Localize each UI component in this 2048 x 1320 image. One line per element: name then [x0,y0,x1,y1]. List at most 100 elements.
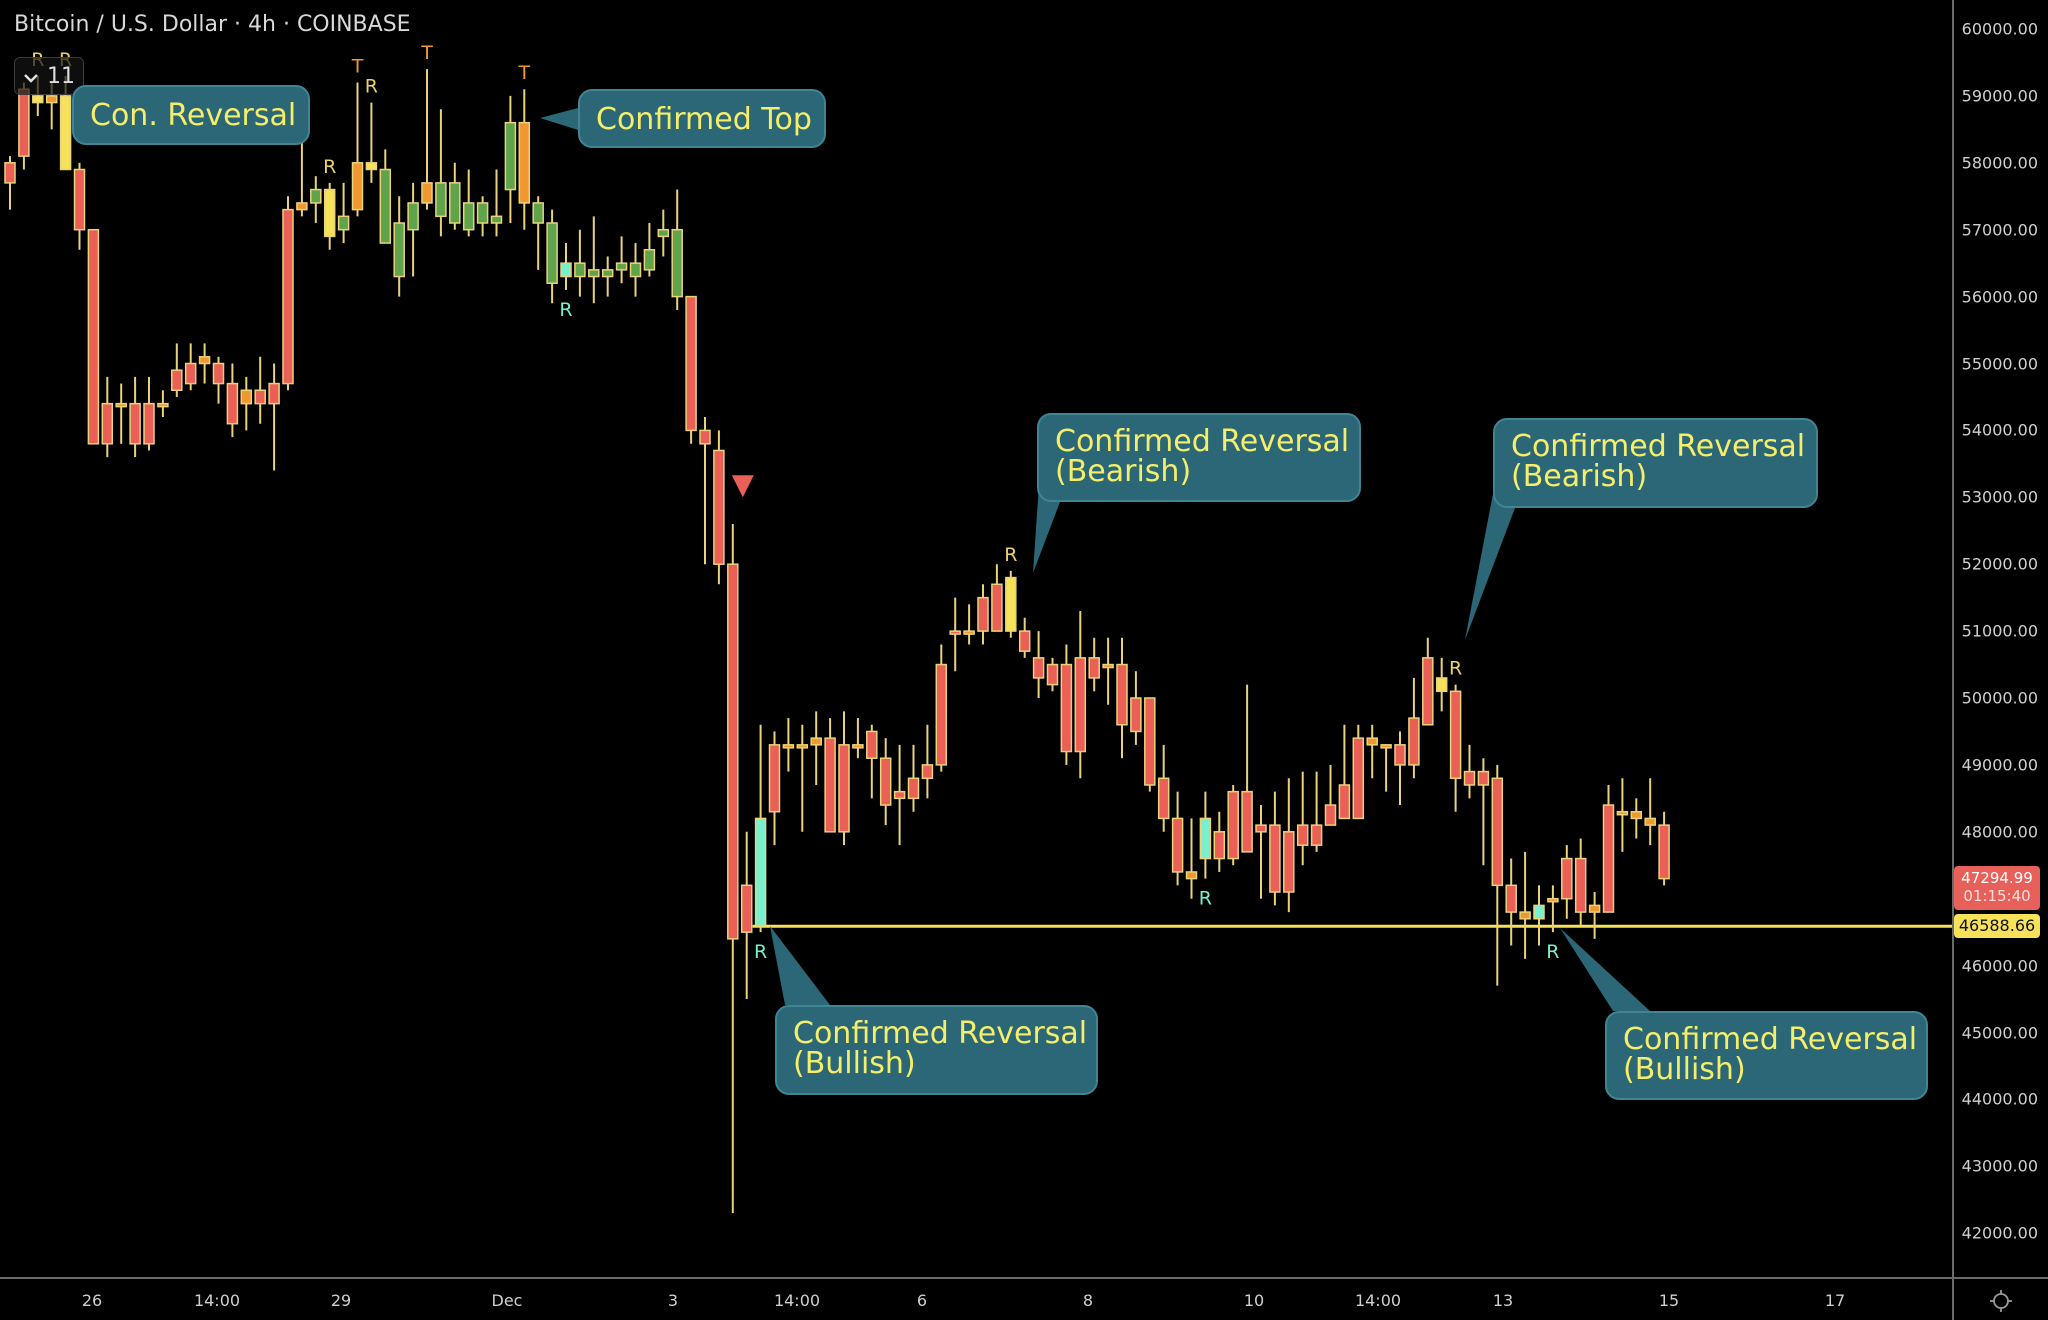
candle-body [824,737,836,833]
signal-label-t: T [420,42,433,64]
candle-body [1046,663,1059,686]
gear-icon[interactable] [1988,1288,2014,1318]
callout-tail [1560,928,1650,1011]
candle-body [907,777,920,800]
time-tick: 14:00 [773,1291,821,1310]
candle-body [282,208,294,385]
candle-body [379,168,392,244]
candle-body [1269,824,1281,893]
candle-body [435,182,447,218]
callout-tail [540,108,578,130]
candle-body [1463,770,1476,786]
candle-body [1658,824,1670,880]
signal-label-r: R [559,299,572,321]
price-tick: 43000.00 [1961,1156,2038,1176]
candle-body [115,402,127,408]
candle-body [4,162,16,184]
candle-body [1380,744,1392,749]
candle-body [490,215,503,224]
candle-body [796,744,809,749]
candle-body [1018,630,1031,652]
annotation-callout[interactable]: Con. Reversal [72,85,310,145]
candle-body [1310,824,1323,846]
time-tick: 15 [1658,1291,1680,1310]
candle-body [546,222,558,284]
signal-label-r: R [365,76,378,98]
signal-label-r: R [754,941,767,963]
candle-body [407,202,419,231]
candle-body [977,596,989,632]
candle-body [671,228,683,298]
candle-body [1283,831,1295,893]
price-tick: 56000.00 [1961,287,2038,307]
candle-body [143,402,155,445]
price-tick: 57000.00 [1961,220,2038,240]
indicators-toggle-button[interactable]: 11 [14,57,84,95]
candle-body [1505,884,1517,913]
signal-label-t: T [517,62,530,84]
candle-body [226,382,239,425]
candle-body [32,95,44,104]
candle-body [393,222,405,278]
candle-body [1338,784,1351,820]
price-tick: 48000.00 [1961,822,2038,842]
candle-body [921,764,934,780]
candle-body [310,188,322,204]
candle-body [1130,697,1142,733]
chart-plot-area[interactable]: RRTRTRTTRRRRRR [0,0,1952,1277]
candle-body [1616,810,1629,816]
candle-body [1296,824,1309,846]
price-tick: 46000.00 [1961,956,2038,976]
time-tick: 10 [1243,1291,1265,1310]
callout-tail [1465,478,1515,640]
annotation-callout[interactable]: Confirmed Reversal (Bearish) [1493,418,1818,508]
candle-body [365,162,378,171]
price-tick: 44000.00 [1961,1089,2038,1109]
candle-body [1366,737,1378,746]
candle-body [991,583,1003,632]
candle-body [171,369,183,392]
candle-body [588,269,600,278]
annotation-callout[interactable]: Confirmed Reversal (Bearish) [1037,413,1361,502]
candle-body [1449,690,1462,780]
annotation-callout[interactable]: Confirmed Reversal (Bullish) [1605,1011,1928,1100]
annotation-callout[interactable]: Confirmed Reversal (Bullish) [775,1005,1098,1095]
indicator-count: 11 [47,63,75,89]
time-tick: 14:00 [1354,1291,1402,1310]
candle-body [727,563,739,940]
sell-triangle-icon [731,475,754,498]
candle-body [518,121,531,204]
candle-body [449,182,461,224]
candle-body [59,95,72,171]
candle-body [1060,663,1073,753]
candle-body [935,663,948,766]
price-tick: 53000.00 [1961,487,2038,507]
candle-body [1074,657,1087,753]
candle-body [1435,677,1448,693]
candle-countdown: 01:15:40 [1963,887,2031,905]
candle-body [198,356,211,365]
time-tick: 29 [330,1291,352,1310]
candle-body [782,744,795,749]
candle-body [643,249,656,271]
price-axis[interactable]: 60000.00 59000.00 58000.00 57000.00 56000.00… [1952,0,2048,1277]
candle-body [838,744,850,833]
time-tick: 13 [1492,1291,1514,1310]
candle-body [323,188,336,238]
candle-body [1324,804,1337,826]
time-axis[interactable]: 26 14:00 29 Dec 3 14:00 6 8 10 14:00 13 15 17 [0,1277,1952,1320]
candlestick-chart[interactable]: RRTRTRTTRRRRRR [0,0,1952,1277]
annotation-callout[interactable]: Confirmed Top [578,89,826,148]
time-tick: 8 [1082,1291,1094,1310]
candle-body [879,757,892,806]
candle-body [1171,817,1184,873]
candle-body [866,730,878,759]
candle-body [73,168,86,231]
candle-body [1547,897,1559,903]
candle-body [1144,697,1156,786]
candle-body [740,884,753,933]
candle-body [601,269,614,278]
candle-body [212,362,225,385]
candle-body [1630,810,1643,820]
candle-body [810,737,822,746]
